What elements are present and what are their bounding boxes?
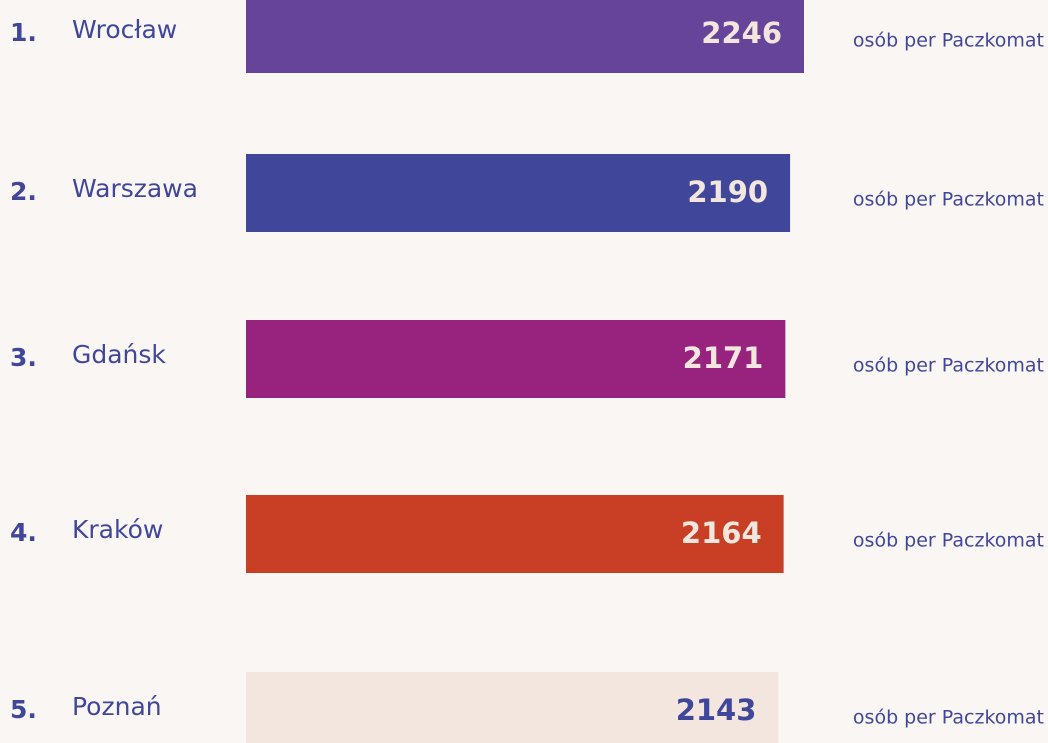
value-label: 2246	[701, 16, 782, 50]
bar	[246, 672, 779, 743]
value-label: 2190	[687, 175, 768, 209]
bar	[246, 495, 784, 573]
rank: 2.	[10, 177, 37, 206]
category-label: Poznań	[72, 692, 162, 721]
rank: 1.	[10, 18, 37, 47]
unit-label: osób per Paczkomat	[853, 707, 1044, 729]
unit-label: osób per Paczkomat	[853, 355, 1044, 377]
category-label: Kraków	[72, 515, 163, 544]
category-label: Warszawa	[72, 174, 198, 203]
rank: 4.	[10, 518, 37, 547]
unit-label: osób per Paczkomat	[853, 189, 1044, 211]
rank: 5.	[10, 695, 37, 724]
value-label: 2164	[681, 516, 762, 550]
bar	[246, 0, 804, 73]
category-label: Wrocław	[72, 15, 177, 44]
unit-label: osób per Paczkomat	[853, 30, 1044, 52]
value-label: 2171	[683, 341, 764, 375]
category-label: Gdańsk	[72, 340, 166, 369]
bar	[246, 320, 786, 398]
unit-label: osób per Paczkomat	[853, 530, 1044, 552]
value-label: 2143	[676, 693, 757, 727]
rank: 3.	[10, 343, 37, 372]
bar	[246, 154, 791, 232]
